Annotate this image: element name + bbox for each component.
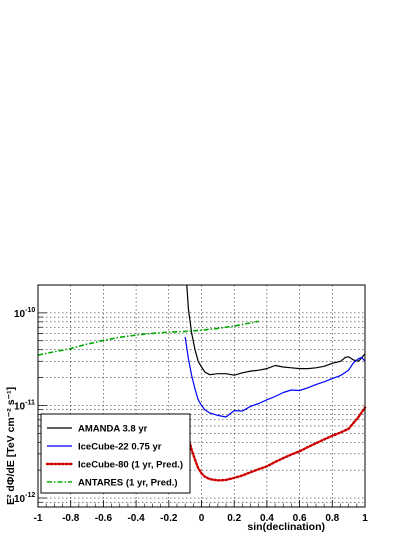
legend-label-4: ANTARES (1 yr, Pred.): [78, 478, 178, 489]
x-tick-label: 0.8: [325, 513, 339, 524]
x-tick-label: 0: [199, 513, 205, 524]
x-tick-label: -0.6: [95, 513, 113, 524]
x-tick-label: 0.2: [227, 513, 241, 524]
x-tick-label: -0.4: [127, 513, 145, 524]
x-tick-labels: -1 -0.8 -0.6 -0.4 -0.2 0 0.2 0.4 0.6 0.8 1: [34, 513, 369, 524]
legend-label-2: IceCube-22 0.75 yr: [78, 442, 162, 453]
x-tick-label: 0.6: [293, 513, 307, 524]
y-tick-label: 10-11: [14, 399, 35, 412]
series-line-2: [184, 336, 366, 418]
y-axis-title: E² dΦ/dE [TeV cm⁻² s⁻¹]: [5, 387, 17, 505]
x-tick-label: -0.8: [62, 513, 80, 524]
y-tick-label: 10-12: [14, 492, 35, 505]
legend-label-3: IceCube-80 (1 yr, Pred.): [78, 460, 183, 471]
legend: AMANDA 3.8 yr IceCube-22 0.75 yr IceCube-8…: [40, 413, 191, 494]
legend-box: [40, 413, 191, 494]
x-tick-label: -0.2: [160, 513, 178, 524]
series-lines: [37, 284, 367, 482]
series-line-4: [37, 320, 259, 356]
x-tick-label: 1: [362, 513, 368, 524]
x-axis-title: sin(declination): [247, 521, 325, 533]
series-line-1: [186, 284, 366, 376]
x-tick-label: -1: [34, 513, 43, 524]
x-tick-label: 0.4: [260, 513, 274, 524]
plot-frame: [37, 284, 366, 508]
series-line-3: [187, 406, 367, 482]
y-tick-labels: 10-12 10-11 10-10: [14, 307, 35, 505]
legend-label-1: AMANDA 3.8 yr: [78, 424, 148, 435]
y-tick-label: 10-10: [14, 307, 35, 320]
